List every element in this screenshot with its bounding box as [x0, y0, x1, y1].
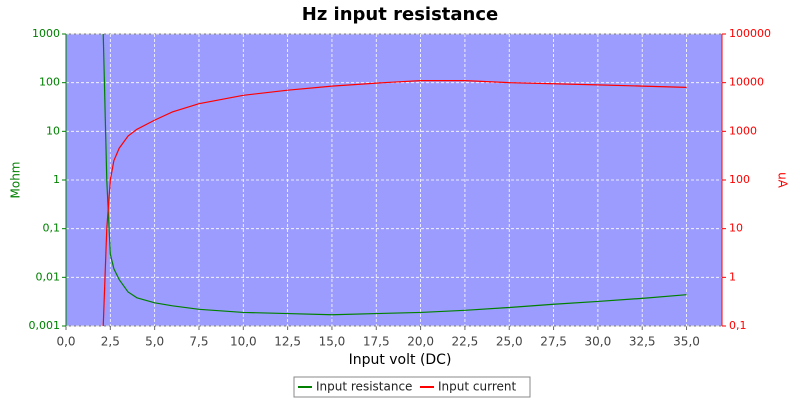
- series-line: [102, 34, 687, 316]
- x-tick-label: 0,0: [56, 335, 75, 349]
- y2-tick-label: 100000: [729, 27, 771, 40]
- x-tick-label: 12,5: [274, 335, 301, 349]
- chart-title: Hz input resistance: [302, 4, 499, 25]
- x-tick-label: 25,0: [496, 335, 523, 349]
- legend-label: Input resistance: [316, 380, 412, 394]
- y-tick-label: 1: [53, 173, 60, 186]
- y2-tick-label: 100: [729, 173, 750, 186]
- y-tick-label: 0,001: [29, 319, 61, 332]
- y-tick-label: 100: [39, 76, 60, 89]
- y2-tick-label: 10: [729, 222, 743, 235]
- legend: Input resistance Input current: [293, 376, 531, 398]
- x-tick-label: 27,5: [540, 335, 567, 349]
- legend-label: Input current: [438, 380, 516, 394]
- y2-tick-label: 1000: [729, 124, 757, 137]
- x-tick-label: 2,5: [101, 335, 120, 349]
- plot-lines: [102, 34, 687, 326]
- x-tick-label: 30,0: [585, 335, 612, 349]
- x-tick-label: 10,0: [230, 335, 257, 349]
- x-tick-label: 22,5: [452, 335, 479, 349]
- x-tick-label: 20,0: [407, 335, 434, 349]
- y2-tick-label: 0,1: [729, 319, 747, 332]
- y-axis-label: Mohm: [9, 162, 23, 199]
- y-tick-label: 0,01: [36, 270, 61, 283]
- x-tick-label: 35,0: [673, 335, 700, 349]
- y2-tick-label: 1: [729, 270, 736, 283]
- y-tick-label: 1000: [32, 27, 60, 40]
- x-tick-label: 32,5: [629, 335, 656, 349]
- x-tick-label: 5,0: [145, 335, 164, 349]
- series-line: [102, 80, 687, 326]
- y2-tick-label: 10000: [729, 76, 764, 89]
- legend-box: [293, 376, 531, 398]
- y-tick-label: 0,1: [43, 222, 61, 235]
- y-tick-label: 10: [46, 124, 60, 137]
- x-tick-label: 15,0: [319, 335, 346, 349]
- y2-axis-label: uA: [776, 172, 790, 189]
- x-axis-label: Input volt (DC): [349, 352, 452, 368]
- x-tick-label: 7,5: [189, 335, 208, 349]
- x-tick-label: 17,5: [363, 335, 390, 349]
